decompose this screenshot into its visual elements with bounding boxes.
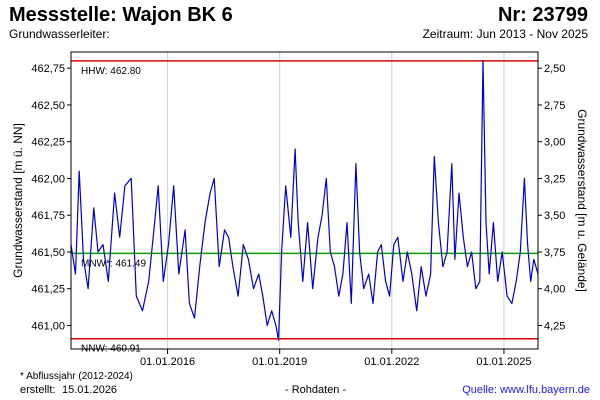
station-number: Nr: 23799 — [497, 4, 588, 26]
y-tick-label: 462,25 — [31, 137, 65, 149]
x-tick-label: 01.01.2022 — [364, 356, 419, 368]
y-tick-label: 461,00 — [31, 320, 65, 332]
y-axis-label-right: Grundwasserstand [m u. Gelände] — [575, 109, 589, 292]
footnote: * Abflussjahr (2012-2024) — [20, 371, 133, 382]
axis-ticks: 462,75 462,50 462,25 462,00 461,75 461,50 461,… — [31, 63, 565, 368]
right-y-tick-label: 3,25 — [544, 173, 565, 185]
y-tick-label: 462,75 — [31, 63, 65, 75]
source-link[interactable]: Quelle: www.lfu.bayern.de — [462, 384, 590, 396]
reference-line-label: MNW*: 461.49 — [81, 258, 146, 269]
series-group — [70, 60, 539, 341]
series-line — [70, 60, 539, 341]
aquifer-label: Grundwasserleiter: — [9, 27, 110, 41]
y-tick-label: 461,50 — [31, 247, 65, 259]
right-y-tick-label: 3,50 — [544, 210, 565, 222]
right-y-tick-label: 2,50 — [544, 63, 565, 75]
created-date: 15.01.2026 — [62, 384, 118, 396]
y-tick-label: 462,00 — [31, 173, 65, 185]
x-tick-label: 01.01.2016 — [140, 356, 195, 368]
right-y-tick-label: 4,25 — [544, 320, 565, 332]
period-label: Zeitraum: Jun 2013 - Nov 2025 — [422, 27, 588, 41]
y-tick-label: 462,50 — [31, 100, 65, 112]
y-tick-label: 461,75 — [31, 210, 65, 222]
right-y-tick-label: 3,00 — [544, 137, 565, 149]
reference-line-label: HHW: 462.80 — [81, 66, 141, 77]
raw-data-label: - Rohdaten - — [285, 384, 347, 396]
plot-frame — [70, 51, 539, 350]
page-title: Messstelle: Wajon BK 6 — [9, 4, 233, 26]
right-y-tick-label: 3,75 — [544, 247, 565, 259]
created-label: erstellt: — [20, 384, 56, 396]
y-tick-label: 461,25 — [31, 284, 65, 296]
x-tick-label: 01.01.2019 — [252, 356, 307, 368]
right-y-tick-label: 2,75 — [544, 100, 565, 112]
right-y-tick-label: 4,00 — [544, 284, 565, 296]
y-axis-label-left: Grundwasserstand [m ü. NN] — [11, 123, 25, 278]
x-tick-label: 01.01.2025 — [476, 356, 531, 368]
